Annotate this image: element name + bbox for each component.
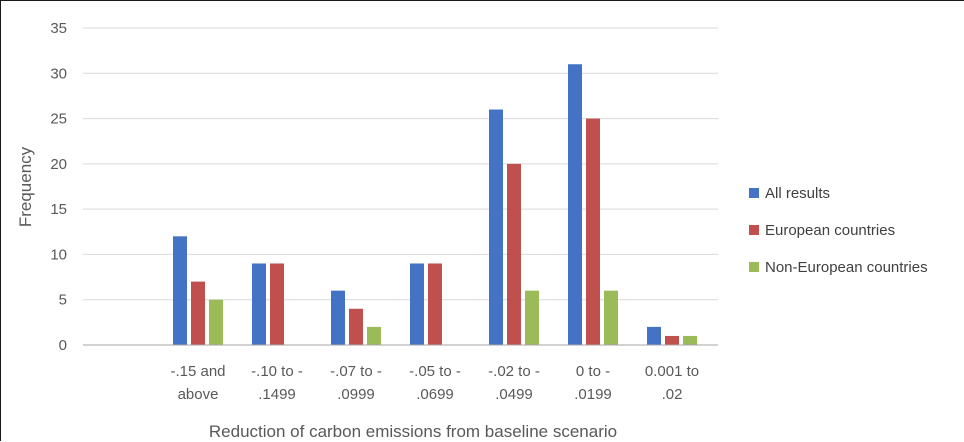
x-category-label: above (178, 386, 219, 403)
bar-non-european-countries-5 (604, 290, 618, 345)
bar-european-countries-3 (428, 263, 442, 345)
legend-label: All results (765, 185, 830, 202)
x-category-label: .0699 (416, 386, 454, 403)
bar-european-countries-0 (191, 281, 205, 345)
x-category-label: -.05 to - (409, 363, 461, 380)
x-category-label: -.07 to - (330, 363, 382, 380)
y-tick-label: 10 (50, 246, 67, 263)
y-tick-label: 0 (59, 337, 67, 354)
legend-swatch (749, 225, 759, 235)
bar-non-european-countries-4 (525, 290, 539, 345)
legend-swatch (749, 262, 759, 272)
x-category-label: .0199 (574, 386, 612, 403)
bar-european-countries-6 (665, 335, 679, 345)
bar-all-results-1 (252, 263, 266, 345)
x-category-label: .0999 (337, 386, 375, 403)
legend-swatch (749, 188, 759, 198)
bar-all-results-4 (489, 109, 503, 345)
legend-label: Non-European countries (765, 259, 928, 276)
x-category-label: .1499 (258, 386, 296, 403)
bar-non-european-countries-2 (367, 326, 381, 345)
x-category-label: -.02 to - (488, 363, 540, 380)
legend-label: European countries (765, 222, 895, 239)
bar-all-results-6 (647, 326, 661, 345)
x-category-label: 0.001 to (645, 363, 699, 380)
bar-all-results-3 (410, 263, 424, 345)
x-category-label: .02 (662, 386, 683, 403)
bar-european-countries-5 (586, 118, 600, 345)
bar-european-countries-4 (507, 163, 521, 345)
gridlines (83, 27, 718, 301)
y-tick-label: 35 (50, 20, 67, 37)
bar-european-countries-1 (270, 263, 284, 345)
y-tick-label: 20 (50, 156, 67, 173)
x-category-label: -.10 to - (251, 363, 303, 380)
bars (173, 64, 697, 345)
y-axis-title: Frequency (16, 146, 35, 227)
x-category-label: -.15 and (170, 363, 225, 380)
y-tick-label: 25 (50, 111, 67, 128)
bar-all-results-5 (568, 64, 582, 345)
legend: All results European countries Non-Europea… (749, 185, 928, 276)
bar-european-countries-2 (349, 308, 363, 345)
x-axis-title: Reduction of carbon emissions from basel… (209, 422, 617, 441)
y-tick-label: 5 (59, 292, 67, 309)
bar-non-european-countries-6 (683, 335, 697, 345)
bar-non-european-countries-0 (209, 299, 223, 345)
x-category-label: 0 to - (576, 363, 610, 380)
bar-all-results-0 (173, 236, 187, 345)
y-tick-label: 30 (50, 65, 67, 82)
x-category-label: .0499 (495, 386, 533, 403)
y-axis-tick-labels: 0 5 10 15 20 25 30 35 (50, 20, 67, 354)
y-tick-label: 15 (50, 201, 67, 218)
x-axis-category-labels: -.15 and above -.10 to - .1499 -.07 to - .099… (170, 363, 699, 403)
bar-all-results-2 (331, 290, 345, 345)
